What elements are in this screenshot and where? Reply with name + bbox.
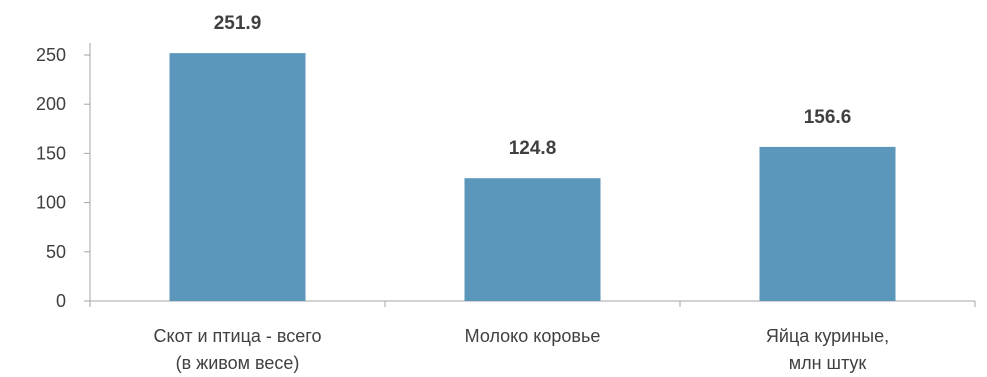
y-tick-label: 250 xyxy=(36,45,66,65)
x-category-label: Скот и птица - всего xyxy=(154,326,322,346)
bar xyxy=(464,178,601,301)
bar-value-label: 156.6 xyxy=(804,107,852,128)
bar xyxy=(169,53,306,301)
bar xyxy=(759,146,896,301)
data-labels: 251.9 124.8 156.6 xyxy=(214,13,852,159)
y-tick-label: 50 xyxy=(46,242,66,262)
x-category-label: Молоко коровье xyxy=(465,326,601,346)
y-tick-label: 150 xyxy=(36,143,66,163)
bar-value-label: 124.8 xyxy=(509,138,557,159)
x-category-label: млн штук xyxy=(789,353,867,373)
y-axis: 0 50 100 150 200 250 xyxy=(36,43,91,311)
y-tick-label: 100 xyxy=(36,193,66,213)
bars xyxy=(169,53,896,301)
y-tick-label: 200 xyxy=(36,94,66,114)
x-axis: Скот и птица - всего (в живом весе) Молоко… xyxy=(89,300,976,373)
x-category-label: Яйца куриные, xyxy=(766,326,889,346)
x-category-label: (в живом весе) xyxy=(176,353,300,373)
bar-value-label: 251.9 xyxy=(214,13,262,34)
y-tick-label: 0 xyxy=(56,291,66,311)
